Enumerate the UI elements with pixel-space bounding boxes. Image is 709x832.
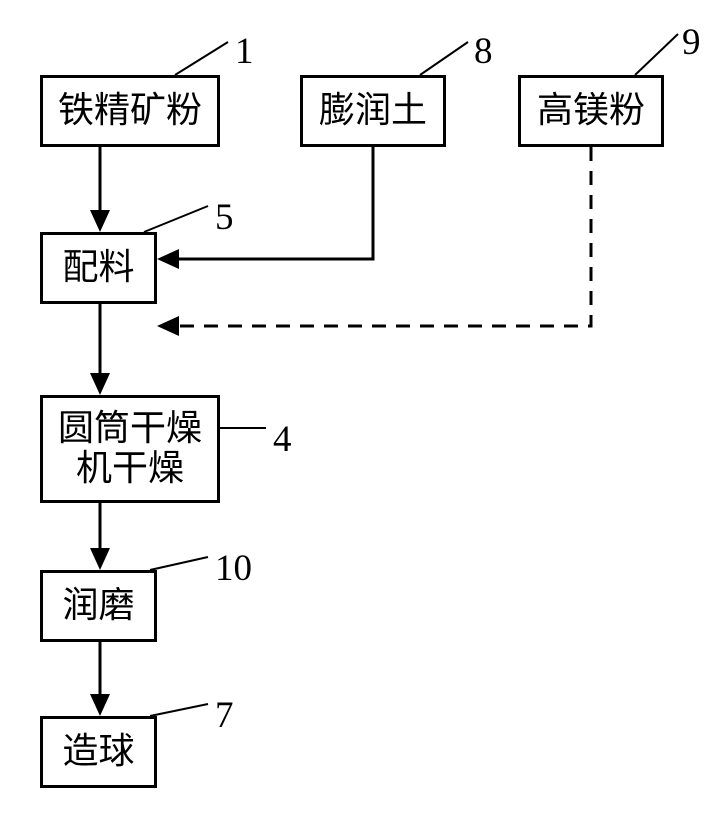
arrowhead-n8-n5 bbox=[157, 249, 179, 269]
node-label-n5: 配料 bbox=[62, 248, 134, 288]
callout-label-n1: 1 bbox=[235, 30, 254, 73]
leader-n1 bbox=[175, 42, 228, 75]
leader-n8 bbox=[420, 42, 468, 75]
node-n1: 铁精矿粉 bbox=[40, 75, 220, 147]
leader-n7 bbox=[150, 704, 208, 716]
node-n4: 圆筒干燥 机干燥 bbox=[40, 395, 220, 503]
callout-label-n8: 8 bbox=[474, 30, 493, 73]
arrowhead-n4-n10 bbox=[90, 548, 110, 570]
node-n8: 膨润土 bbox=[300, 75, 446, 147]
arrowhead-n1-n5 bbox=[90, 210, 110, 232]
leader-n9 bbox=[635, 34, 678, 75]
callout-label-n10: 10 bbox=[215, 547, 252, 590]
node-label-n4: 圆筒干燥 机干燥 bbox=[58, 409, 202, 488]
callout-label-n7: 7 bbox=[215, 694, 234, 737]
node-n7: 造球 bbox=[40, 716, 157, 788]
callout-label-n9: 9 bbox=[682, 21, 701, 64]
node-n9: 高镁粉 bbox=[518, 75, 664, 147]
node-n10: 润磨 bbox=[40, 570, 157, 642]
leader-n5 bbox=[144, 206, 208, 232]
edge-n8-n5 bbox=[170, 147, 373, 259]
arrowhead-n10-n7 bbox=[90, 694, 110, 716]
node-label-n7: 造球 bbox=[62, 732, 134, 772]
node-label-n1: 铁精矿粉 bbox=[58, 91, 202, 131]
node-label-n10: 润磨 bbox=[62, 586, 134, 626]
leader-n10 bbox=[150, 557, 208, 570]
node-label-n9: 高镁粉 bbox=[537, 91, 645, 131]
arrowhead-n9-n5 bbox=[157, 316, 179, 336]
node-n5: 配料 bbox=[40, 232, 157, 304]
node-label-n8: 膨润土 bbox=[319, 91, 427, 131]
callout-label-n5: 5 bbox=[215, 196, 234, 239]
callout-label-n4: 4 bbox=[273, 418, 292, 461]
arrowhead-n5-n4 bbox=[90, 373, 110, 395]
